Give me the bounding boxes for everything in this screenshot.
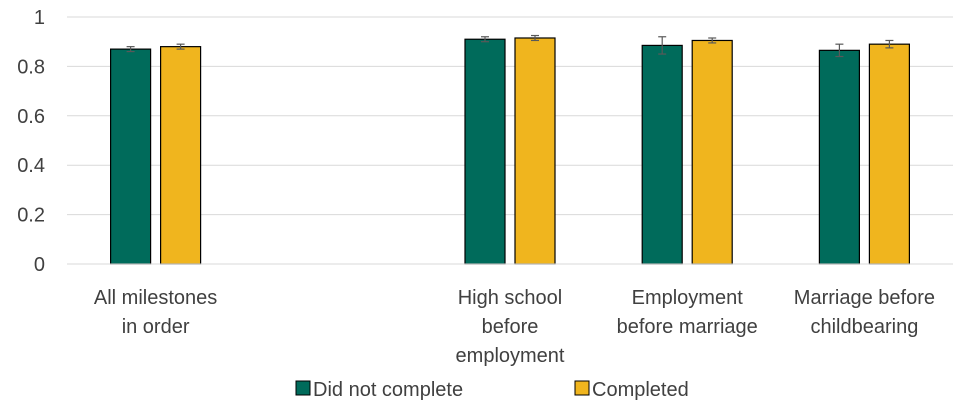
- bar-completed: [691, 39, 733, 265]
- legend-label: Did not complete: [313, 379, 463, 401]
- y-tick-label: 0.8: [17, 56, 45, 78]
- legend-swatch: [574, 380, 590, 396]
- category-label: Employment before marriage: [617, 287, 758, 338]
- error-bar: [885, 39, 894, 49]
- error-bar: [835, 43, 844, 58]
- category-label-line: Marriage before: [794, 287, 935, 309]
- category-label-line: Employment: [632, 287, 744, 309]
- x-axis-category-labels: All milestones in order High school before e…: [94, 287, 935, 367]
- bar-did-not-complete: [464, 38, 506, 265]
- error-bar: [481, 36, 489, 43]
- legend-label: Completed: [592, 379, 689, 401]
- category-label-line: High school: [458, 287, 563, 309]
- error-bar: [126, 46, 135, 53]
- legend-swatch: [295, 380, 311, 396]
- legend-item: Completed: [574, 379, 689, 401]
- category-label-line: childbearing: [810, 316, 918, 338]
- y-tick-label: 0.6: [17, 106, 45, 128]
- bar-completed: [514, 37, 556, 265]
- bar-did-not-complete: [109, 48, 152, 265]
- error-bar: [708, 37, 717, 44]
- category-label-line: All milestones: [94, 287, 217, 309]
- bar-did-not-complete: [818, 49, 861, 265]
- y-tick-label: 1: [34, 7, 45, 29]
- bar-did-not-complete: [641, 44, 683, 265]
- category-label: All milestones in order: [94, 287, 217, 338]
- bar-completed: [868, 43, 911, 265]
- y-tick-label: 0: [34, 254, 45, 276]
- bars: [109, 37, 911, 265]
- error-bars: [126, 34, 894, 58]
- y-tick-label: 0.4: [17, 155, 45, 177]
- category-label-line: before: [482, 316, 539, 338]
- category-label-line: in order: [122, 316, 190, 338]
- category-label: Marriage before childbearing: [794, 287, 935, 338]
- legend-item: Did not complete: [295, 379, 463, 401]
- category-label-line: employment: [456, 345, 565, 367]
- error-bar: [176, 43, 185, 50]
- y-axis-tick-labels: 0 0.2 0.4 0.6 0.8 1: [17, 7, 45, 276]
- category-label-line: before marriage: [617, 316, 758, 338]
- error-bar: [531, 34, 539, 42]
- legend: Did not complete Completed: [295, 379, 689, 401]
- bar-completed: [160, 46, 202, 265]
- category-label: High school before employment: [456, 287, 565, 367]
- y-tick-label: 0.2: [17, 205, 45, 227]
- gridlines: [67, 16, 953, 216]
- error-bar: [658, 36, 667, 55]
